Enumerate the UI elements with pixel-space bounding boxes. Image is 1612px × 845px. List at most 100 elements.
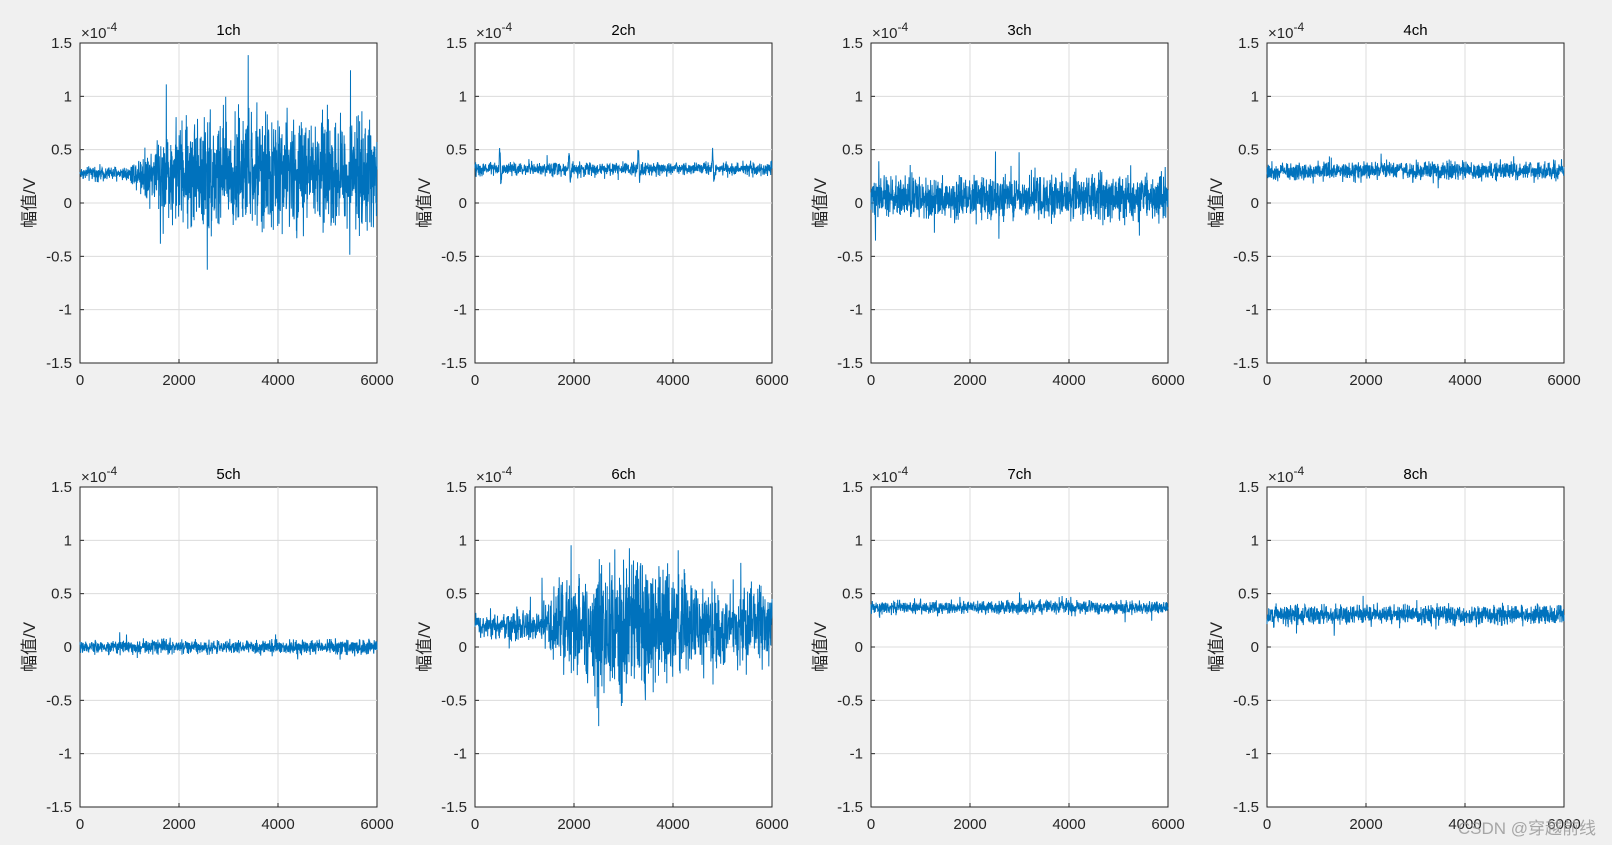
y-axis-label: 幅值/V — [1207, 621, 1226, 672]
x-tick-label: 4000 — [261, 816, 294, 833]
x-tick-label: 4000 — [656, 372, 689, 389]
x-tick-label: 2000 — [953, 372, 986, 389]
signal-trace-2ch — [474, 147, 773, 185]
x-tick-label: 2000 — [162, 816, 195, 833]
y-tick-label: -1.5 — [46, 355, 72, 372]
y-tick-label: 0.5 — [1238, 142, 1259, 159]
subplot-title: 7ch — [1007, 466, 1031, 483]
y-tick-label: -1.5 — [1233, 799, 1259, 816]
x-tick-label: 4000 — [1052, 372, 1085, 389]
y-exponent-label: ×10-4 — [1268, 20, 1304, 42]
y-axis-label: 幅值/V — [415, 621, 434, 672]
y-tick-label: -1 — [1246, 746, 1259, 763]
x-tick-label: 6000 — [755, 816, 788, 833]
y-exponent-label: ×10-4 — [81, 20, 117, 42]
y-axis-label: 幅值/V — [811, 621, 830, 672]
x-tick-label: 0 — [76, 372, 84, 389]
y-tick-label: 0 — [855, 195, 863, 212]
signal-trace-8ch — [1266, 595, 1565, 636]
y-tick-label: 1.5 — [51, 479, 72, 496]
y-axis-label: 幅值/V — [415, 177, 434, 228]
subplot-7ch: 0 2000 4000 6000 -1.5 -1 -0.5 0 0.5 1 1.5 ×10-4 7ch 幅… — [811, 464, 1185, 833]
y-tick-label: -0.5 — [837, 692, 863, 709]
y-tick-label: 1 — [1251, 88, 1259, 105]
y-tick-label: -0.5 — [837, 248, 863, 265]
y-tick-label: -1 — [59, 746, 72, 763]
y-exponent-label: ×10-4 — [476, 20, 512, 42]
y-tick-label: -1.5 — [837, 799, 863, 816]
y-tick-label: 0 — [64, 195, 72, 212]
y-tick-label: 1 — [459, 88, 467, 105]
y-tick-label: -1 — [850, 746, 863, 763]
y-tick-label: 0.5 — [446, 142, 467, 159]
signal-trace-6ch — [474, 545, 773, 727]
y-axis-label: 幅值/V — [811, 177, 830, 228]
subplot-4ch: 0 2000 4000 6000 -1.5 -1 -0.5 0 0.5 1 1.5 ×10-4 4ch 幅… — [1207, 20, 1581, 389]
y-tick-label: 1 — [855, 88, 863, 105]
y-tick-label: 1 — [459, 532, 467, 549]
y-tick-label: 1 — [855, 532, 863, 549]
y-tick-label: 1 — [64, 532, 72, 549]
subplot-3ch: 0 2000 4000 6000 -1.5 -1 -0.5 0 0.5 1 1.5 ×10-4 3ch 幅… — [811, 20, 1185, 389]
subplot-title: 3ch — [1007, 22, 1031, 39]
subplot-title: 5ch — [216, 466, 240, 483]
subplot-title: 6ch — [611, 466, 635, 483]
y-tick-label: -1.5 — [1233, 355, 1259, 372]
y-exponent-label: ×10-4 — [476, 464, 512, 486]
y-tick-label: 0 — [459, 195, 467, 212]
y-tick-label: -0.5 — [46, 248, 72, 265]
y-tick-label: 0 — [64, 639, 72, 656]
x-tick-label: 6000 — [1151, 816, 1184, 833]
y-exponent-label: ×10-4 — [872, 464, 908, 486]
subplot-5ch: 0 2000 4000 6000 -1.5 -1 -0.5 0 0.5 1 1.5 ×10-4 5ch 幅… — [20, 464, 394, 833]
y-tick-label: -0.5 — [46, 692, 72, 709]
y-tick-label: 0.5 — [446, 586, 467, 603]
y-tick-label: -1.5 — [441, 355, 467, 372]
x-tick-label: 2000 — [162, 372, 195, 389]
y-tick-label: 1.5 — [842, 479, 863, 496]
y-tick-label: -0.5 — [441, 248, 467, 265]
y-tick-label: 0.5 — [51, 586, 72, 603]
y-exponent-label: ×10-4 — [1268, 464, 1304, 486]
x-tick-label: 0 — [867, 816, 875, 833]
y-tick-label: 0 — [459, 639, 467, 656]
signal-trace-4ch — [1266, 153, 1565, 189]
subplot-6ch: 0 2000 4000 6000 -1.5 -1 -0.5 0 0.5 1 1.5 ×10-4 6ch 幅… — [415, 464, 789, 833]
y-tick-label: 0 — [855, 639, 863, 656]
watermark-text: CSDN @穿越前线 — [1458, 819, 1596, 838]
y-tick-label: -1 — [454, 302, 467, 319]
y-axis-label: 幅值/V — [1207, 177, 1226, 228]
y-tick-label: 1.5 — [446, 35, 467, 52]
y-tick-label: 1.5 — [842, 35, 863, 52]
y-tick-label: 1.5 — [1238, 479, 1259, 496]
y-tick-label: 1 — [1251, 532, 1259, 549]
y-tick-label: -1 — [850, 302, 863, 319]
y-tick-label: -1 — [1246, 302, 1259, 319]
y-tick-label: 0 — [1251, 639, 1259, 656]
subplot-8ch: 0 2000 4000 6000 -1.5 -1 -0.5 0 0.5 1 1.5 ×10-4 8ch 幅… — [1207, 464, 1581, 833]
y-tick-label: 1.5 — [51, 35, 72, 52]
x-tick-label: 2000 — [953, 816, 986, 833]
y-axis-label: 幅值/V — [20, 621, 39, 672]
x-tick-label: 4000 — [656, 816, 689, 833]
x-tick-label: 0 — [471, 372, 479, 389]
y-tick-label: -1 — [454, 746, 467, 763]
x-tick-label: 4000 — [1448, 816, 1481, 833]
y-tick-label: 0.5 — [842, 586, 863, 603]
subplot-1ch: 0 2000 4000 6000 -1.5 -1 -0.5 0 0.5 1 1.5 ×10-4 1ch 幅… — [20, 20, 394, 389]
y-tick-label: 0 — [1251, 195, 1259, 212]
subplot-2ch: 0 2000 4000 6000 -1.5 -1 -0.5 0 0.5 1 1.5 ×10-4 2ch 幅… — [415, 20, 789, 389]
subplot-grid: 0 2000 4000 6000 -1.5 -1 -0.5 0 0.5 1 1.5 ×10-4 1ch 幅… — [20, 20, 1581, 833]
y-axis-label: 幅值/V — [20, 177, 39, 228]
x-tick-label: 6000 — [360, 816, 393, 833]
y-exponent-label: ×10-4 — [81, 464, 117, 486]
y-tick-label: 1 — [64, 88, 72, 105]
x-tick-label: 0 — [1263, 372, 1271, 389]
x-tick-label: 6000 — [1151, 372, 1184, 389]
y-tick-label: -0.5 — [1233, 248, 1259, 265]
subplot-title: 1ch — [216, 22, 240, 39]
y-exponent-label: ×10-4 — [872, 20, 908, 42]
x-tick-label: 2000 — [1349, 816, 1382, 833]
y-tick-label: -1.5 — [441, 799, 467, 816]
y-tick-label: -1.5 — [837, 355, 863, 372]
